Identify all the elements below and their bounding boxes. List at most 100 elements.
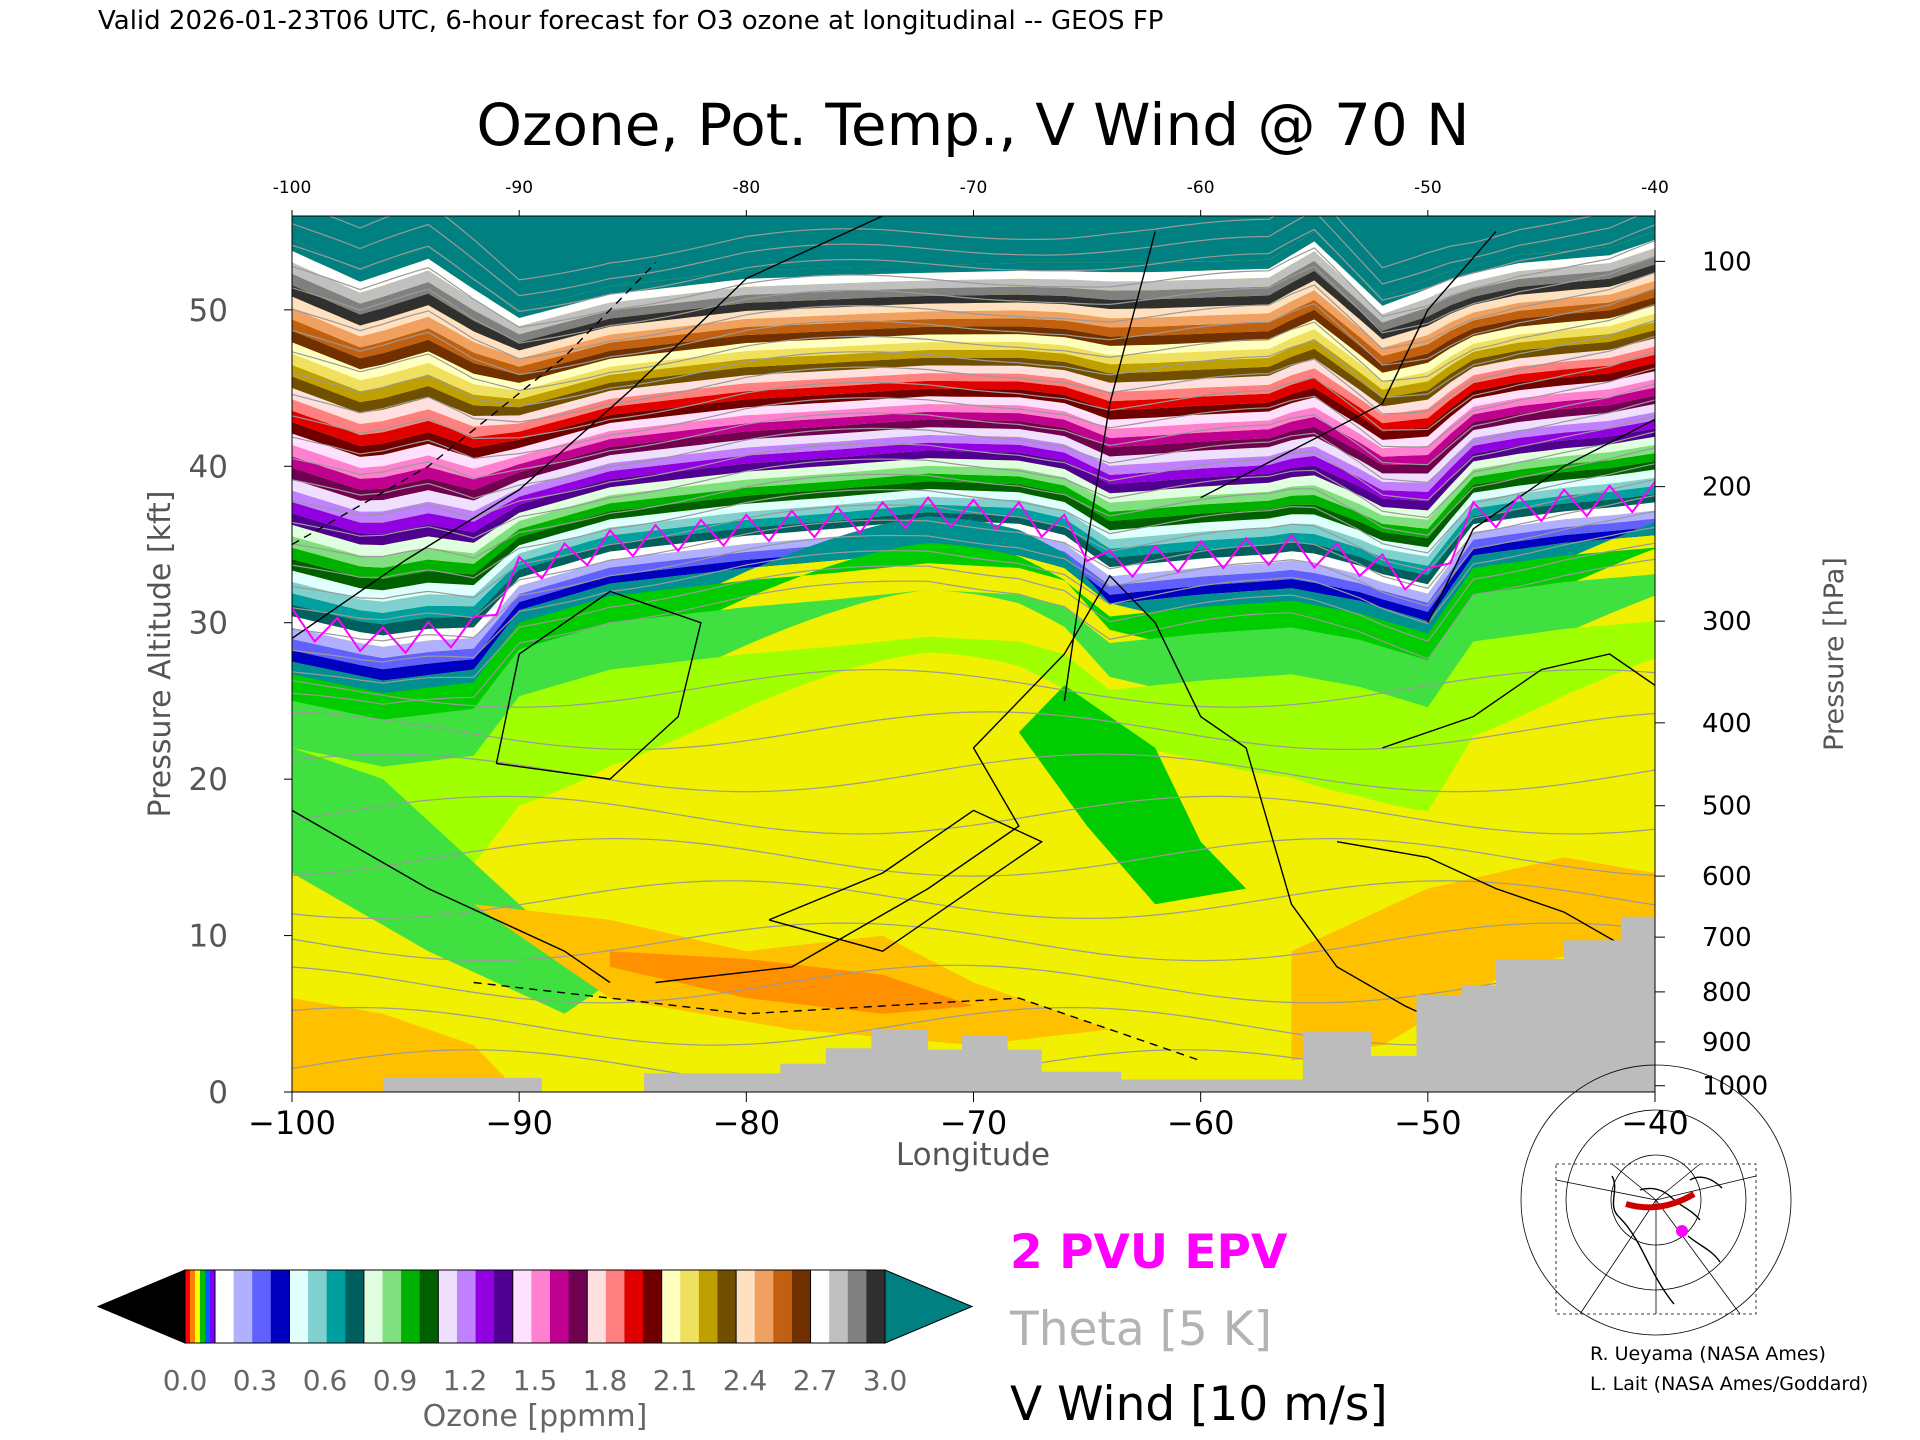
ozone-band [292, 428, 1655, 546]
colorbar-swatch [205, 1270, 211, 1343]
x-tick-label: −70 [940, 1104, 1008, 1142]
ozone-band [292, 436, 1655, 557]
colorbar-swatch [190, 1270, 196, 1343]
v-wind-contours [292, 216, 1655, 1062]
v-wind-contour [655, 574, 1474, 1038]
x-top-tick-label: -40 [1641, 178, 1669, 198]
theta-contour [292, 964, 1655, 1004]
v-wind-contour [473, 981, 1201, 1062]
v-wind-contour [292, 216, 883, 639]
pressure-tick-label: 1000 [1702, 1072, 1768, 1102]
colorbar-swatch [326, 1270, 346, 1343]
colorbar-swatch [233, 1270, 253, 1343]
legend-theta: Theta [5 K] [1009, 1302, 1272, 1357]
colorbar-swatch [252, 1270, 272, 1343]
colorbar-label: Ozone [ppmm] [423, 1399, 648, 1434]
ozone-band [292, 321, 1655, 408]
colorbar-swatch [363, 1270, 383, 1343]
ozone-band [292, 461, 1655, 591]
pressure-tick-label: 400 [1702, 709, 1752, 739]
x-top-tick-label: -70 [960, 178, 988, 198]
colorbar-under-arrow [96, 1269, 186, 1344]
x-tick-label: −50 [1394, 1104, 1462, 1142]
x-tick-label: −100 [248, 1104, 336, 1142]
pressure-tick-label: 500 [1702, 792, 1752, 822]
colorbar-swatch [382, 1270, 402, 1343]
colorbar-tick-label: 0.3 [233, 1364, 278, 1397]
theta-contour [292, 526, 1655, 663]
ozone-band [292, 420, 1655, 534]
ozone-band [292, 469, 1655, 602]
x-top-tick-label: -60 [1187, 178, 1215, 198]
ozone-field [292, 216, 1655, 1092]
colorbar-swatch [754, 1270, 774, 1343]
colorbar-frame [184, 1269, 886, 1344]
colorbar-swatch [847, 1270, 867, 1343]
ozone-band [292, 621, 1655, 865]
theta-contour [292, 367, 1655, 460]
theta-contour [292, 383, 1655, 480]
y-tick-label: 10 [189, 919, 228, 955]
colorbar-tick-label: 0.9 [373, 1364, 418, 1397]
colorbar-swatch [494, 1270, 514, 1343]
colorbar-swatch [866, 1270, 886, 1343]
ozone-band [292, 998, 520, 1092]
colorbar-swatch [680, 1270, 700, 1343]
x-axis-label: Longitude [896, 1137, 1050, 1173]
colorbar-tick-label: 1.2 [443, 1364, 488, 1397]
pressure-tick-label: 200 [1702, 473, 1752, 503]
colorbar-swatch [624, 1270, 644, 1343]
pressure-tick-label: 700 [1702, 923, 1752, 953]
v-wind-contour [1382, 653, 1655, 749]
theta-contour [292, 447, 1655, 559]
legend: 2 PVU EPV Theta [5 K] V Wind [10 m/s] [1009, 1225, 1388, 1432]
ozone-band [292, 338, 1655, 427]
colorbar-over-arrow [884, 1269, 974, 1344]
theta-contour [292, 479, 1655, 600]
credit-lait: L. Lait (NASA Ames/Goddard) [1590, 1373, 1868, 1395]
theta-contour [292, 431, 1655, 539]
theta-contour [292, 510, 1655, 642]
v-wind-contour [1063, 231, 1156, 702]
y-axis-label-left: Pressure Altitude [kft] [143, 491, 178, 818]
pressure-tick-label: 900 [1702, 1028, 1752, 1058]
colorbar-swatch [550, 1270, 570, 1343]
theta-contour [292, 303, 1655, 392]
colorbar-swatch [456, 1270, 477, 1343]
v-wind-contour [1200, 231, 1497, 499]
theta-contour [292, 399, 1655, 499]
theta-contour [327, 216, 1596, 281]
colorbar-swatch [419, 1270, 439, 1343]
colorbar-swatch [475, 1270, 495, 1343]
legend-vwind: V Wind [10 m/s] [1010, 1377, 1388, 1432]
colorbar-swatch [773, 1270, 793, 1343]
y-tick-label: 50 [189, 293, 228, 329]
ozone-band [292, 330, 1655, 416]
colorbar-swatch [791, 1270, 812, 1343]
colorbar-swatch [210, 1270, 216, 1343]
ozone-band [292, 313, 1655, 400]
epv-2pvu-line [292, 481, 1655, 655]
theta-contour [292, 880, 1655, 920]
theta-contour [292, 463, 1655, 579]
ozone-band [292, 346, 1655, 438]
colorbar-swatch [512, 1270, 532, 1343]
colorbar-swatch [736, 1270, 756, 1343]
x-top-tick-label: -50 [1414, 178, 1442, 198]
x-tick-label: −90 [485, 1104, 553, 1142]
theta-contour [292, 351, 1655, 440]
theta-contour [292, 711, 1655, 751]
theta-contour [292, 256, 1655, 344]
v-wind-contour [495, 590, 702, 780]
theta-contour [292, 753, 1655, 793]
y-tick-label: 40 [189, 449, 228, 485]
ozone-band [292, 412, 1655, 523]
valid-time-header: Valid 2026-01-23T06 UTC, 6-hour forecast… [98, 6, 1163, 36]
theta-contour [292, 415, 1655, 519]
ozone-colorbar: 0.0 0.3 0.6 0.9 1.2 1.5 1.8 2.1 2.4 2.7 3.0 [96, 1269, 974, 1397]
theta-contour [292, 495, 1655, 621]
ozone-band [292, 305, 1655, 391]
colorbar-swatch [308, 1270, 328, 1343]
ozone-band [292, 403, 1655, 512]
